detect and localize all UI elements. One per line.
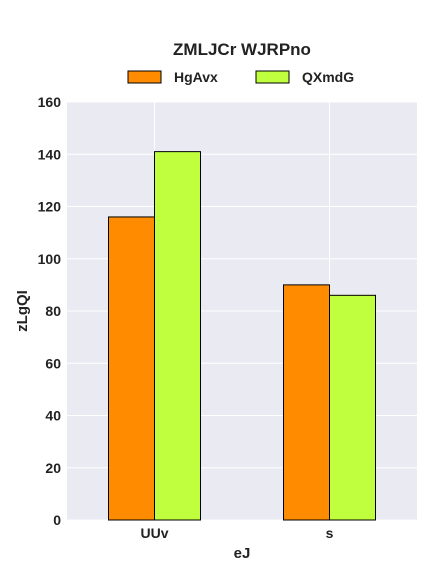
x-axis-label: eJ	[234, 545, 251, 562]
x-tick-label: s	[326, 525, 334, 541]
y-tick-label: 20	[45, 460, 61, 476]
y-tick-labels: 0 20 40 60 80 100 120 140 160	[38, 94, 62, 528]
y-tick-label: 100	[38, 251, 62, 267]
y-tick-label: 60	[45, 355, 61, 371]
legend-swatch	[127, 70, 162, 84]
y-axis-label: zLgQI	[14, 290, 31, 332]
y-tick-label: 140	[38, 146, 62, 162]
legend-swatch	[255, 70, 290, 84]
y-tick-label: 120	[38, 199, 62, 215]
x-tick-labels: UUv s	[140, 525, 333, 541]
legend-label: QXmdG	[302, 69, 354, 85]
bar-HgAvx-s	[283, 284, 330, 521]
legend: HgAvx QXmdG	[127, 69, 354, 85]
legend-label: HgAvx	[174, 69, 218, 85]
bars	[108, 151, 376, 521]
chart-title: ZMLJCr WJRPno	[173, 40, 311, 59]
x-tick-label: UUv	[140, 525, 168, 541]
bar-HgAvx-UUv	[108, 216, 155, 521]
bar-QXmdG-UUv	[154, 151, 201, 521]
y-tick-label: 0	[53, 512, 61, 528]
y-tick-label: 80	[45, 303, 61, 319]
y-tick-label: 40	[45, 408, 61, 424]
bar-QXmdG-s	[329, 294, 376, 521]
y-tick-label: 160	[38, 94, 62, 110]
